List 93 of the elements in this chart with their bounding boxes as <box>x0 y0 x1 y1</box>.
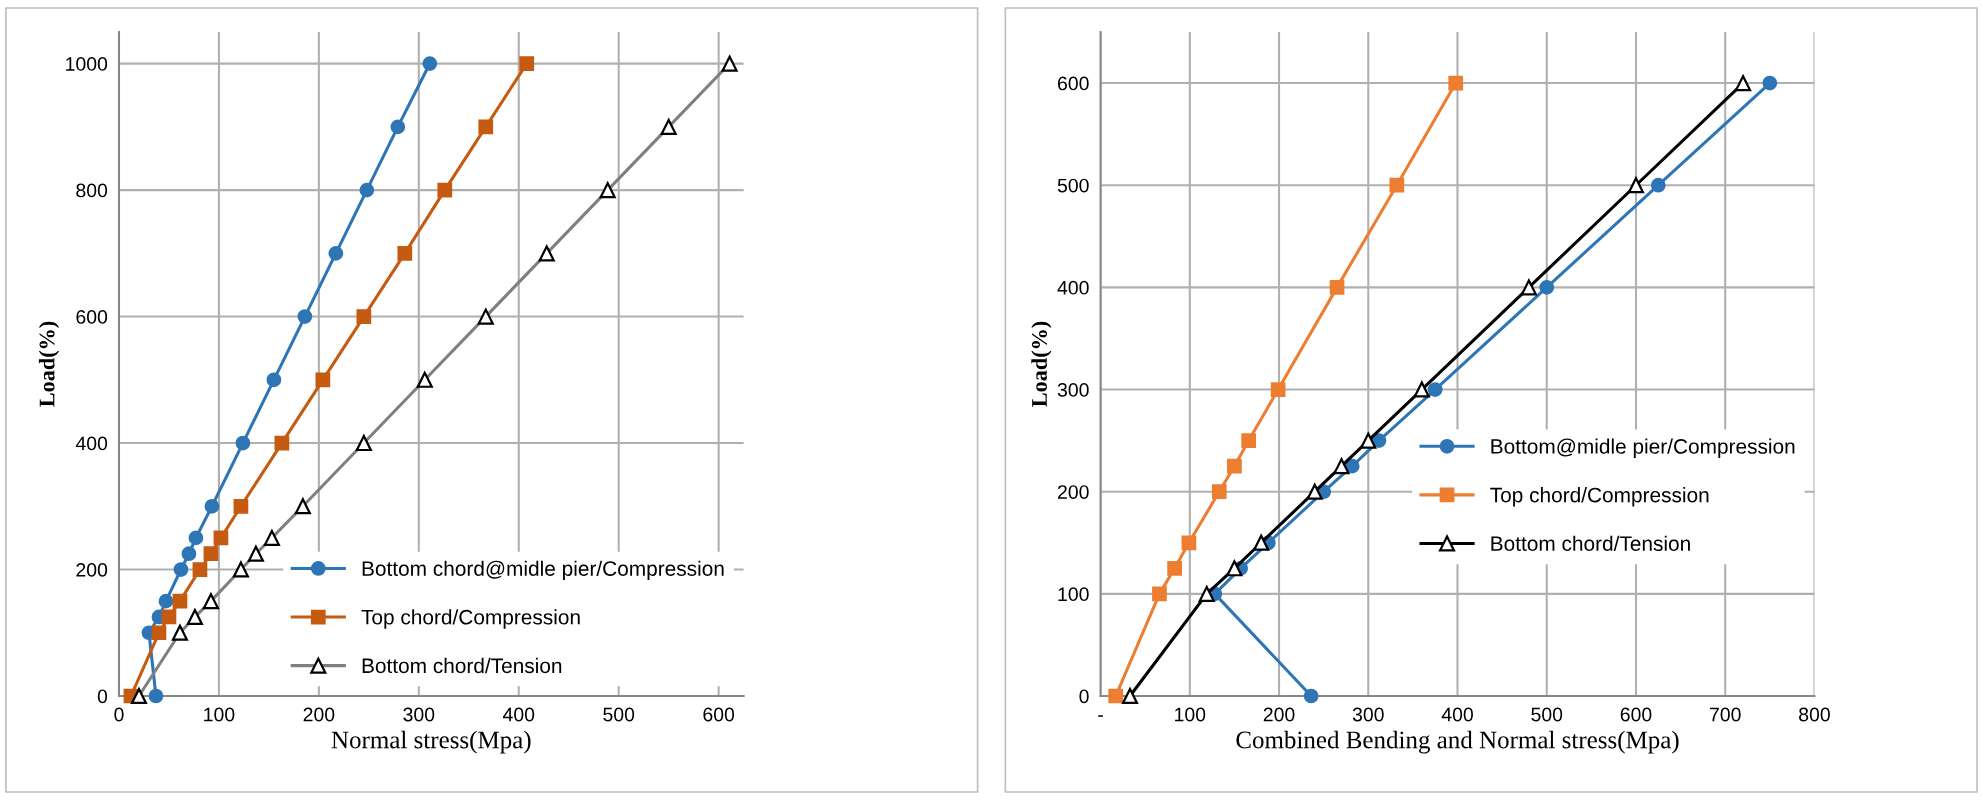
y-tick-label: 600 <box>1058 76 1089 91</box>
point <box>1627 177 1645 194</box>
point <box>266 372 282 388</box>
point <box>328 245 344 261</box>
y-tick-label: 1000 <box>66 57 108 71</box>
point <box>1735 75 1752 92</box>
point <box>181 546 197 562</box>
point <box>1227 458 1242 474</box>
point <box>1253 534 1270 551</box>
legend-label: Bottom chord/Tension <box>362 657 562 674</box>
point <box>437 182 453 198</box>
point <box>1448 75 1464 91</box>
y-tick-label: 200 <box>1057 485 1089 499</box>
point <box>315 372 331 388</box>
point <box>1241 433 1257 448</box>
legend-label: Top chord/Compression <box>361 609 580 629</box>
point <box>478 119 494 135</box>
point <box>1650 177 1666 193</box>
x-tick-label: - <box>1098 715 1103 717</box>
point <box>397 245 413 261</box>
x-tick-label: 100 <box>1175 707 1206 722</box>
x-tick-label: 400 <box>1441 707 1473 722</box>
point <box>1427 382 1443 397</box>
x-tick-label: 300 <box>1352 707 1384 722</box>
point <box>148 688 164 704</box>
y-tick-label: 300 <box>1057 383 1089 397</box>
y-tick-label: 400 <box>75 436 108 451</box>
x-tick-label: 200 <box>1263 707 1295 722</box>
point <box>173 562 189 577</box>
point <box>1121 687 1139 705</box>
point <box>1211 484 1227 500</box>
x-tick-label: 400 <box>502 707 535 722</box>
point <box>235 435 251 451</box>
point <box>1270 382 1286 397</box>
y-tick-label: 800 <box>76 183 108 198</box>
point <box>1152 586 1167 602</box>
point <box>158 593 174 609</box>
legend-label: Bottom chord@midle pier/Compression <box>362 560 724 581</box>
point <box>1360 432 1377 449</box>
point <box>1329 280 1345 295</box>
x-tick-label: 600 <box>703 707 735 722</box>
point <box>1539 280 1555 295</box>
y-tick-label: 400 <box>1057 280 1089 295</box>
y-tick-label: 0 <box>97 689 108 704</box>
point <box>519 56 535 71</box>
y-tick-label: 500 <box>1057 178 1089 193</box>
point <box>213 530 229 546</box>
legend-label: Bottom chord/Tension <box>1491 535 1690 551</box>
point <box>233 498 249 514</box>
point <box>1181 535 1197 551</box>
x-tick-label: 100 <box>204 707 235 722</box>
point <box>359 182 375 198</box>
y-axis-title: Load(%) <box>38 321 60 407</box>
point <box>1389 177 1405 193</box>
point <box>172 593 188 609</box>
x-axis-title: Normal stress(Mpa) <box>331 730 531 754</box>
x-tick-label: 800 <box>1799 707 1830 722</box>
point <box>297 309 313 324</box>
point <box>151 625 167 641</box>
point <box>1167 560 1182 576</box>
legend-label: Top chord/Compression <box>1490 487 1709 507</box>
x-tick-label: 300 <box>403 707 435 722</box>
point <box>1303 688 1319 704</box>
y-axis-title: Load(%) <box>1031 321 1052 407</box>
x-tick-label: 600 <box>1620 707 1652 722</box>
y-tick-label: 100 <box>1058 587 1089 602</box>
point <box>1108 688 1124 704</box>
point <box>204 498 220 514</box>
point <box>161 609 177 625</box>
y-tick-label: 0 <box>1079 689 1089 704</box>
point <box>1306 483 1323 500</box>
x-tick-label: 500 <box>603 707 635 722</box>
point <box>1226 560 1243 577</box>
point <box>422 56 438 71</box>
point <box>1413 381 1430 398</box>
x-tick-label: 200 <box>303 707 335 722</box>
y-tick-label: 600 <box>76 310 108 324</box>
point <box>188 530 204 546</box>
point <box>1520 279 1537 296</box>
point <box>274 435 290 451</box>
x-axis-title: Combined Bending and Normal stress(Mpa) <box>1236 730 1679 754</box>
x-tick-label: 500 <box>1531 707 1563 722</box>
x-tick-label: 700 <box>1709 707 1741 722</box>
point <box>1198 585 1215 602</box>
point <box>203 546 219 562</box>
point <box>390 119 406 135</box>
point <box>1333 458 1350 475</box>
point <box>1762 75 1778 91</box>
legend-label: Bottom@midle pier/Compression <box>1491 438 1795 458</box>
point <box>356 309 372 324</box>
x-tick-label: 0 <box>114 707 124 722</box>
point <box>192 562 208 577</box>
y-tick-label: 200 <box>76 562 108 577</box>
